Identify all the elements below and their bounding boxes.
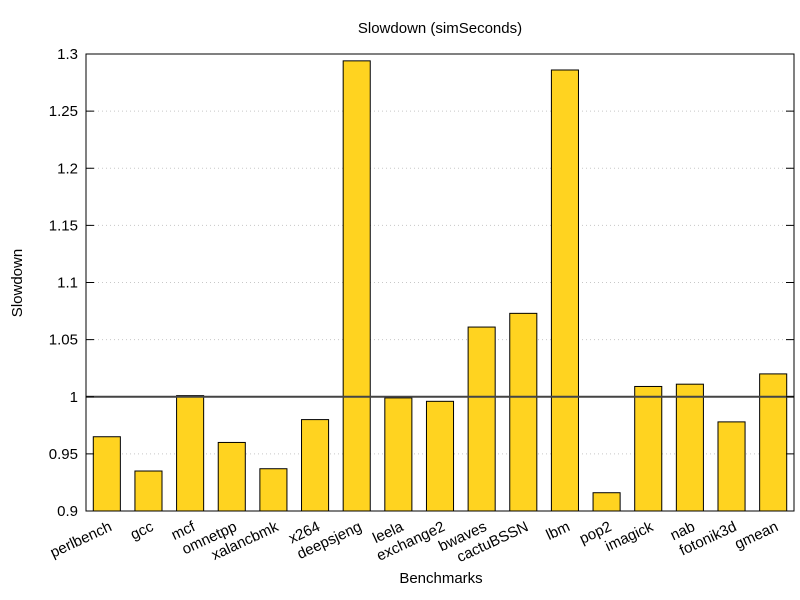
- chart-title: Slowdown (simSeconds): [358, 20, 522, 37]
- bar-omnetpp: [217, 441, 246, 512]
- bar-perlbench: [92, 436, 121, 512]
- bar-leela: [384, 397, 413, 512]
- bar-x264: [301, 419, 330, 512]
- bar-nab: [675, 383, 704, 512]
- bar-deepsjeng: [342, 60, 371, 512]
- x-category-label: gcc: [128, 518, 157, 543]
- y-tick-label: 1.25: [49, 103, 78, 120]
- y-axis-ticks: 0.9 0.95 1 1.05 1.1 1.15 1.2 1.25 1.3: [49, 46, 794, 520]
- y-tick-label: 0.95: [49, 446, 78, 463]
- y-tick-label: 1.15: [49, 217, 78, 234]
- y-tick-label: 1.2: [57, 160, 78, 177]
- bar-exchange2: [425, 400, 455, 512]
- y-tick-label: 1.1: [57, 275, 78, 292]
- bars: [92, 60, 788, 512]
- bar-cactuBSSN: [509, 312, 538, 512]
- y-tick-label: 1.3: [57, 46, 78, 63]
- x-category-label: perlbench: [48, 518, 115, 561]
- x-category-label: imagick: [603, 518, 657, 555]
- bar-bwaves: [467, 326, 496, 512]
- bar-pop2: [592, 492, 621, 512]
- bar-gmean: [759, 373, 788, 512]
- bar-gcc: [134, 470, 163, 512]
- bar-lbm: [550, 69, 579, 512]
- bar-mcf: [176, 395, 205, 512]
- y-tick-label: 0.9: [57, 503, 78, 520]
- bar-xalancbmk: [259, 468, 288, 512]
- bar-fotonik3d: [717, 421, 746, 512]
- x-category-label: gmean: [732, 518, 781, 553]
- x-category-label: lbm: [544, 518, 573, 544]
- bar-imagick: [634, 385, 663, 512]
- y-tick-label: 1: [70, 389, 78, 406]
- plot-frame: [85, 53, 795, 512]
- y-axis-label: Slowdown: [9, 249, 26, 317]
- x-axis-label: Benchmarks: [399, 570, 482, 587]
- y-tick-label: 1.05: [49, 332, 78, 349]
